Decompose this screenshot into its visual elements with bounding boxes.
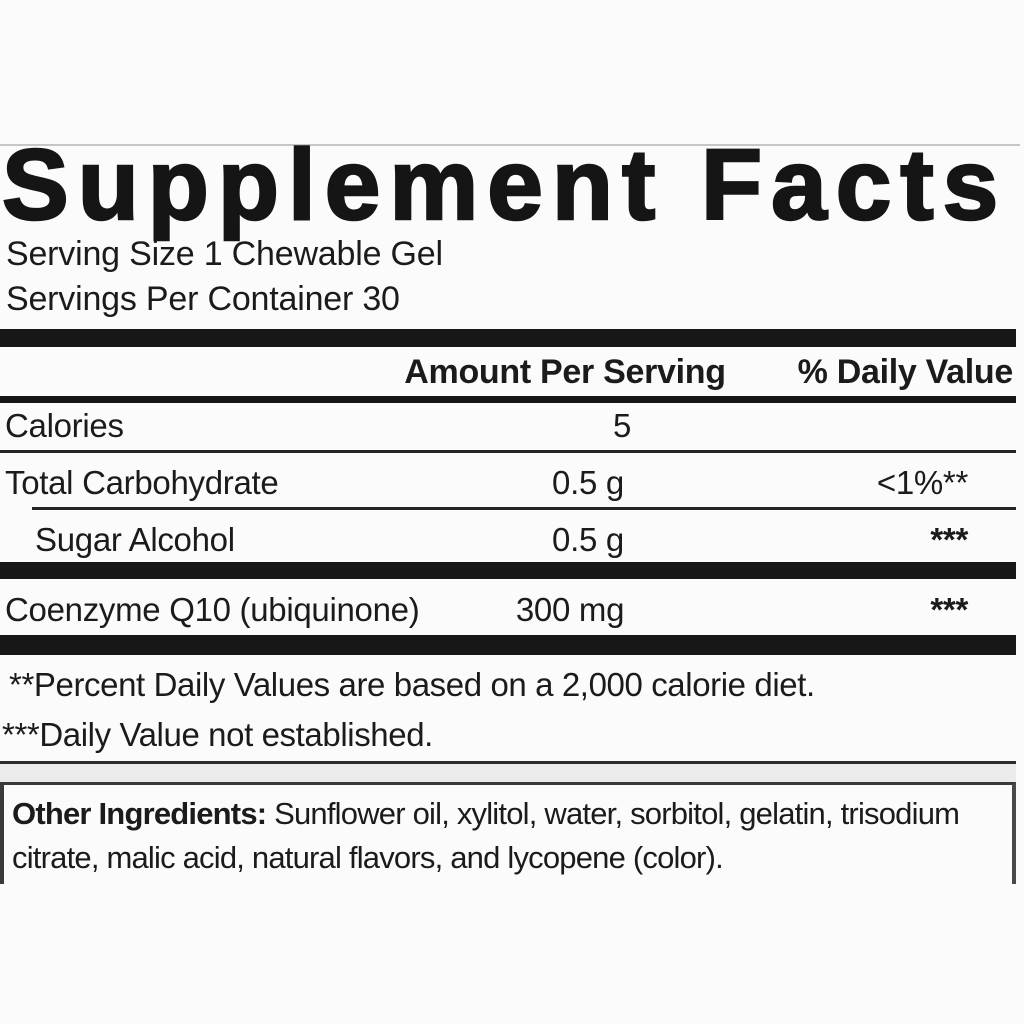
- nutrient-row-sugar-alcohol: Sugar Alcohol 0.5 g ***: [0, 521, 1016, 567]
- thick-divider-top: [0, 329, 1016, 347]
- thick-divider-bottom: [0, 635, 1016, 655]
- amount-per-serving-header: Amount Per Serving: [404, 353, 726, 391]
- footnote-daily-value-not-established: ***Daily Value not established.: [2, 716, 433, 753]
- thin-divider: [0, 450, 1016, 453]
- nutrient-amount: 5: [612, 407, 632, 444]
- serving-size-text: Serving Size 1 Chewable Gel: [6, 235, 443, 273]
- label-title: Supplement Facts: [1, 129, 1008, 241]
- header-divider: [0, 396, 1016, 403]
- panel-bottom-rule: [0, 761, 1016, 764]
- nutrient-amount: 0.5 g: [552, 464, 624, 501]
- footnote-percent-daily-values: **Percent Daily Values are based on a 2,…: [9, 666, 815, 703]
- other-ingredients-paragraph: Other Ingredients: Sunflower oil, xylito…: [12, 792, 1004, 880]
- nutrient-amount: 0.5 g: [552, 521, 624, 558]
- label-top-border: [0, 144, 1020, 146]
- nutrient-row-calories: Calories 5: [0, 407, 1016, 453]
- other-ingredients-box: Other Ingredients: Sunflower oil, xylito…: [0, 782, 1016, 884]
- thick-divider-middle: [0, 562, 1016, 579]
- nutrient-name: Total Carbohydrate: [5, 464, 279, 501]
- nutrient-daily-value: <1%**: [876, 464, 968, 501]
- nutrient-name: Sugar Alcohol: [35, 521, 235, 558]
- nutrient-daily-value: ***: [930, 521, 968, 558]
- nutrient-amount: 300 mg: [515, 591, 625, 628]
- other-ingredients-label: Other Ingredients:: [12, 796, 267, 831]
- servings-per-container-text: Servings Per Container 30: [6, 280, 400, 318]
- nutrient-name: Calories: [5, 407, 124, 444]
- nutrient-row-total-carbohydrate: Total Carbohydrate 0.5 g <1%**: [0, 464, 1016, 510]
- percent-daily-value-header: % Daily Value: [797, 353, 1014, 391]
- divider-gap-band: [0, 764, 1016, 782]
- thin-divider-indented: [32, 507, 1016, 510]
- nutrient-name: Coenzyme Q10 (ubiquinone): [5, 591, 420, 628]
- nutrient-daily-value: ***: [930, 591, 968, 628]
- other-ingredients-text: Sunflower oil, xylitol, water, sorbitol,…: [12, 796, 960, 875]
- nutrient-row-coenzyme-q10: Coenzyme Q10 (ubiquinone) 300 mg ***: [0, 591, 1016, 637]
